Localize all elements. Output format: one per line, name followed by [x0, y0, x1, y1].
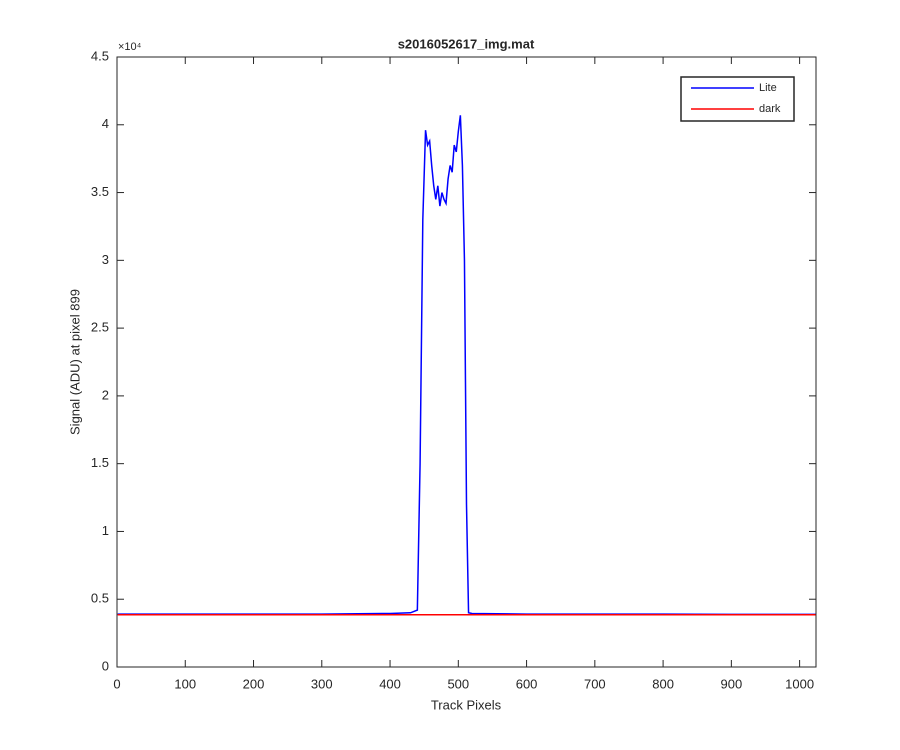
x-tick-label: 1000	[785, 676, 814, 691]
y-tick-label: 1.5	[91, 455, 109, 470]
y-tick-label: 4	[102, 116, 109, 131]
y-tick-label: 0.5	[91, 591, 109, 606]
x-tick-label: 300	[311, 676, 333, 691]
x-tick-label: 800	[652, 676, 674, 691]
y-tick-label: 0	[102, 658, 109, 673]
x-tick-label: 200	[243, 676, 265, 691]
y-axis-label: Signal (ADU) at pixel 899	[67, 289, 82, 435]
y-tick-label: 2.5	[91, 320, 109, 335]
x-tick-label: 400	[379, 676, 401, 691]
x-tick-label: 500	[447, 676, 469, 691]
y-tick-label: 2	[102, 387, 109, 402]
x-tick-label: 900	[721, 676, 743, 691]
axes-box	[116, 56, 817, 668]
y-tick-label: 3	[102, 252, 109, 267]
x-tick-label: 700	[584, 676, 606, 691]
y-tick-label: 4.5	[91, 48, 109, 63]
x-axis-label: Track Pixels	[431, 697, 502, 712]
x-tick-label: 100	[174, 676, 196, 691]
x-tick-label: 600	[516, 676, 538, 691]
legend-label: Lite	[759, 82, 777, 94]
y-tick-label: 1	[102, 523, 109, 538]
plot-area	[117, 57, 816, 667]
legend-box	[680, 76, 795, 122]
x-tick-label: 0	[113, 676, 120, 691]
y-tick-label: 3.5	[91, 184, 109, 199]
line	[117, 115, 816, 616]
legend-label: dark	[759, 103, 781, 115]
chart-title: s2016052617_img.mat	[398, 36, 535, 51]
y-exponent: ×10⁴	[118, 41, 142, 53]
